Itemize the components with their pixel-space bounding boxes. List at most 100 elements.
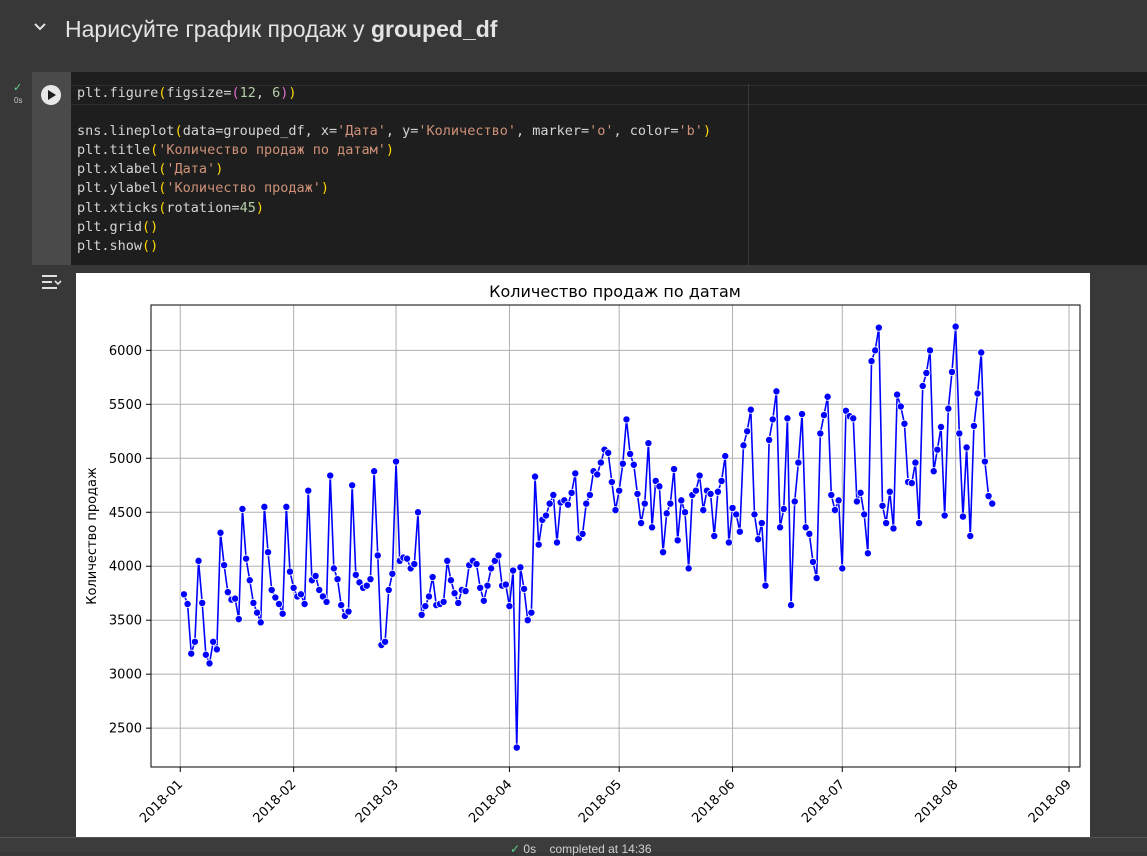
code-text[interactable]: plt.figure(figsize=(12, 6)) sns.lineplot… bbox=[77, 84, 711, 256]
code-token: () bbox=[142, 218, 159, 235]
series-line bbox=[183, 326, 993, 748]
data-point bbox=[318, 592, 327, 601]
data-point bbox=[348, 481, 357, 490]
code-token: , bbox=[255, 85, 273, 101]
code-line: plt.xlabel('Дата') bbox=[77, 161, 223, 177]
data-point bbox=[940, 511, 949, 520]
data-point bbox=[644, 439, 653, 448]
data-point bbox=[183, 599, 192, 608]
data-point bbox=[929, 467, 938, 476]
data-point bbox=[428, 573, 437, 582]
y-tick-label: 5000 bbox=[109, 452, 142, 467]
data-point bbox=[190, 637, 199, 646]
data-point bbox=[673, 536, 682, 545]
data-point bbox=[520, 584, 529, 593]
data-point bbox=[629, 460, 638, 469]
section-header bbox=[0, 0, 1147, 72]
x-tick-label: 2018-02 bbox=[250, 777, 299, 826]
chart-ylabel: Количество продаж bbox=[85, 467, 100, 605]
data-point bbox=[772, 387, 781, 396]
data-point bbox=[728, 503, 737, 512]
code-token: 'o' bbox=[589, 123, 614, 140]
code-line: sns.lineplot(data=grouped_df, x='Дата', … bbox=[77, 123, 711, 139]
data-point bbox=[819, 411, 828, 420]
data-point bbox=[264, 548, 273, 557]
data-point bbox=[362, 581, 371, 590]
data-point bbox=[977, 348, 986, 357]
data-point bbox=[860, 510, 869, 519]
data-point bbox=[388, 569, 397, 578]
x-tick-label: 2018-05 bbox=[576, 777, 625, 826]
data-point bbox=[578, 529, 587, 538]
code-token: ( bbox=[158, 180, 167, 197]
code-line: plt.ylabel('Количество продаж') bbox=[77, 180, 329, 196]
data-point bbox=[552, 538, 561, 547]
x-tick-label: 2018-01 bbox=[137, 777, 186, 826]
data-point bbox=[479, 596, 488, 605]
data-point bbox=[410, 560, 419, 569]
code-token: plt.grid bbox=[77, 218, 143, 235]
x-tick-label: 2018-03 bbox=[353, 777, 402, 826]
data-point bbox=[721, 452, 730, 461]
data-point bbox=[670, 465, 679, 474]
data-point bbox=[699, 506, 708, 515]
data-point bbox=[863, 549, 872, 558]
code-token: figsize= bbox=[166, 85, 232, 101]
code-token: ) bbox=[288, 85, 297, 101]
chevron-down-icon[interactable] bbox=[33, 20, 51, 38]
data-point bbox=[915, 519, 924, 528]
data-point bbox=[446, 576, 455, 585]
y-tick-label: 3500 bbox=[109, 614, 142, 629]
data-point bbox=[922, 369, 931, 378]
data-point bbox=[889, 524, 898, 533]
code-token: data=grouped_df, x= bbox=[182, 123, 338, 140]
run-cell-button[interactable] bbox=[41, 85, 61, 105]
data-point bbox=[472, 560, 481, 569]
code-token: 'Дата' bbox=[337, 123, 386, 140]
data-point bbox=[754, 535, 763, 544]
axis-layer: 2018-01 2018-02 2018-03 2018-04 2018-05 2018-… bbox=[109, 344, 1075, 826]
section-header-inner bbox=[8, 0, 1147, 70]
data-point bbox=[724, 538, 733, 547]
data-point bbox=[487, 564, 496, 573]
data-point bbox=[198, 598, 207, 607]
code-token: ( bbox=[231, 85, 240, 101]
data-point bbox=[242, 554, 251, 563]
data-point bbox=[798, 410, 807, 419]
data-point bbox=[812, 574, 821, 583]
data-point bbox=[918, 381, 927, 390]
y-tick-label: 4000 bbox=[109, 560, 142, 575]
data-point bbox=[622, 415, 631, 424]
data-point bbox=[907, 479, 916, 488]
data-point bbox=[838, 564, 847, 573]
data-point bbox=[282, 502, 291, 511]
data-point bbox=[841, 406, 850, 415]
data-point bbox=[900, 419, 909, 428]
data-point bbox=[823, 392, 832, 401]
code-token: () bbox=[142, 237, 159, 254]
data-point bbox=[534, 540, 543, 549]
data-point bbox=[626, 449, 635, 458]
code-token: 'b' bbox=[678, 123, 703, 140]
data-point bbox=[648, 523, 657, 532]
data-point bbox=[779, 505, 788, 514]
status-time: 0s bbox=[523, 842, 537, 856]
data-point bbox=[267, 585, 276, 594]
output-options-icon[interactable] bbox=[41, 273, 63, 291]
data-point bbox=[454, 598, 463, 607]
x-tick-label: 2018-06 bbox=[689, 777, 738, 826]
data-point bbox=[651, 476, 660, 485]
data-point bbox=[439, 597, 448, 606]
data-point bbox=[403, 554, 412, 563]
code-editor[interactable]: plt.figure(figsize=(12, 6)) sns.lineplot… bbox=[71, 72, 1147, 265]
data-point bbox=[611, 506, 620, 515]
data-point bbox=[885, 487, 894, 496]
data-point bbox=[501, 580, 510, 589]
data-point bbox=[765, 435, 774, 444]
code-token: 'Количество продаж по датам' bbox=[158, 142, 386, 159]
data-point bbox=[326, 471, 335, 480]
data-point bbox=[761, 581, 770, 590]
data-point bbox=[231, 594, 240, 603]
data-point bbox=[285, 567, 294, 576]
data-point bbox=[249, 598, 258, 607]
